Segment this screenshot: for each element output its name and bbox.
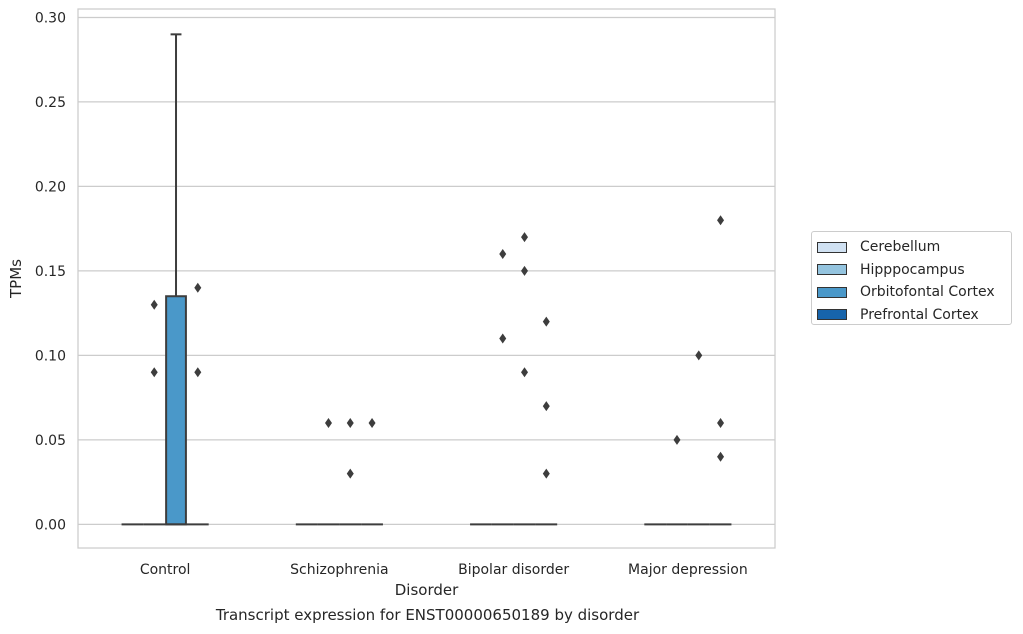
outlier-point (717, 417, 725, 428)
outlier-point (695, 350, 703, 361)
plot-frame (77, 8, 776, 549)
box-group (143, 299, 166, 526)
x-axis-label: Disorder (395, 581, 459, 599)
box (165, 295, 187, 526)
outlier-point (346, 468, 354, 479)
x-tick-label: Schizophrenia (290, 562, 388, 578)
box-group (165, 33, 187, 526)
legend-label: Prefrontal Cortex (860, 306, 979, 323)
y-tick-label: 0.30 (35, 10, 66, 26)
legend-swatch (817, 309, 847, 321)
y-tick-label: 0.05 (35, 433, 66, 449)
outlier-point (717, 451, 725, 462)
boxes (121, 33, 732, 526)
outlier-point (499, 249, 507, 259)
x-tick-label: Major depression (628, 562, 748, 578)
outlier-point (368, 417, 376, 428)
box-group (666, 434, 688, 526)
outlier-point (542, 316, 550, 327)
outlier-point (673, 434, 681, 445)
legend-swatch (817, 241, 847, 253)
legend-label: Orbitofontal Cortex (860, 284, 995, 301)
outlier-point (194, 367, 202, 378)
box-group (709, 215, 732, 526)
outlier-point (521, 232, 529, 243)
outlier-point (521, 367, 529, 378)
outlier-point (499, 333, 507, 344)
box-group (361, 417, 383, 526)
box-group (687, 350, 710, 526)
y-tick-label: 0.00 (35, 517, 66, 533)
chart-caption: Transcript expression for ENST0000065018… (215, 606, 640, 624)
box-group (491, 249, 514, 526)
y-tick-label: 0.20 (35, 179, 66, 195)
outlier-point (150, 299, 158, 310)
box-group (339, 417, 362, 526)
legend-label: Hipppocampus (860, 261, 965, 278)
x-tick-label: Bipolar disorder (458, 562, 569, 578)
legend-swatch (817, 286, 847, 298)
x-tick-label: Control (140, 562, 191, 578)
box-group (186, 282, 209, 526)
legend-item: Hipppocampus (817, 259, 1011, 282)
box-group (317, 417, 340, 526)
y-tick-label: 0.15 (35, 264, 66, 280)
legend-item: Orbitofontal Cortex (817, 281, 1011, 304)
outlier-point (542, 468, 550, 479)
box-group (513, 232, 536, 526)
outlier-point (150, 367, 158, 378)
outlier-point (521, 265, 529, 276)
x-tick-labels: Control Schizophrenia Bipolar disorder Majo… (140, 562, 748, 578)
legend-swatch (817, 264, 847, 276)
legend-item: Cerebellum (817, 236, 1011, 259)
outlier-point (542, 401, 550, 412)
y-tick-label: 0.25 (35, 95, 66, 111)
y-tick-label: 0.10 (35, 348, 66, 364)
y-tick-labels: 0.00 0.05 0.10 0.15 0.20 0.25 0.30 (35, 10, 66, 533)
outlier-point (346, 417, 354, 428)
box-group (535, 316, 558, 526)
outlier-point (324, 417, 332, 428)
legend-item: Prefrontal Cortex (817, 304, 1011, 327)
y-axis-label: TPMs (7, 259, 25, 299)
legend-label: Cerebellum (860, 239, 941, 256)
grid-lines (78, 16, 775, 525)
outlier-point (717, 215, 725, 226)
legend: Cerebellum Hipppocampus Orbitofontal Corte… (811, 231, 1012, 325)
outlier-point (194, 282, 202, 293)
